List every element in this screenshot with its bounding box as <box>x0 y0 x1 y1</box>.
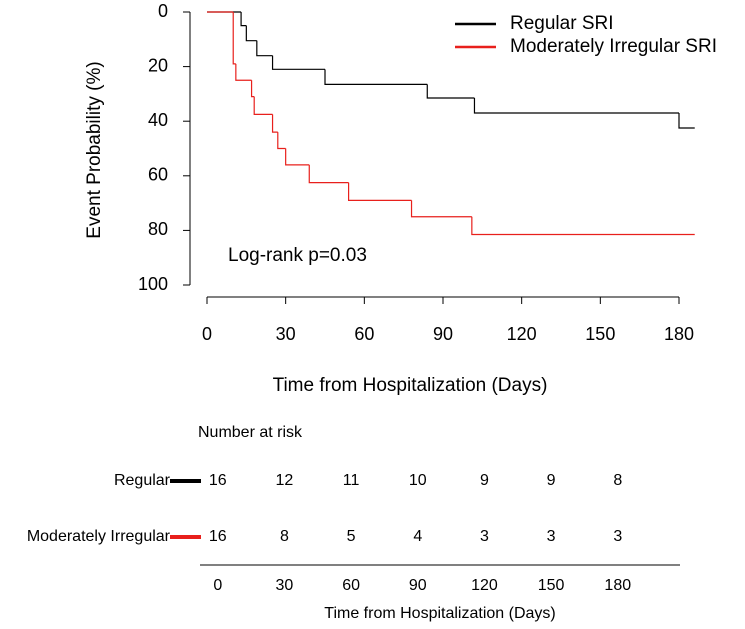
y-tick-label: 0 <box>158 1 168 21</box>
y-tick-label: 20 <box>148 55 168 75</box>
step-segment <box>348 182 412 201</box>
step-segment <box>232 12 236 65</box>
x-tick-label: 60 <box>354 324 374 344</box>
step-segment <box>277 132 286 150</box>
risk-count: 9 <box>547 472 556 489</box>
risk-count: 11 <box>343 472 360 489</box>
step-segment <box>245 25 257 42</box>
step-segment <box>324 69 428 85</box>
risk-count: 10 <box>409 472 427 489</box>
step-segment <box>678 113 695 129</box>
x-tick-label: 90 <box>433 324 453 344</box>
risk-count: 3 <box>480 528 489 545</box>
table-x-tick-label: 150 <box>538 577 565 594</box>
y-tick-label: 60 <box>148 165 168 185</box>
step-segment <box>235 63 252 81</box>
step-segment <box>473 97 679 114</box>
table-x-tick-label: 180 <box>604 577 631 594</box>
risk-count: 8 <box>280 528 289 545</box>
y-tick-label: 80 <box>148 219 168 239</box>
step-segment <box>471 216 695 236</box>
row-label: Moderately Irregular <box>27 528 171 545</box>
step-segment <box>426 84 475 99</box>
annotation: Log-rank p=0.03 <box>228 245 367 266</box>
risk-count: 3 <box>547 528 556 545</box>
x-tick-label: 120 <box>507 324 537 344</box>
step-segment <box>240 12 247 27</box>
table-x-tick-label: 120 <box>471 577 498 594</box>
x-axis-label: Time from Hospitalization (Days) <box>273 375 548 396</box>
legend-label: Moderately Irregular SRI <box>510 36 717 57</box>
step-segment <box>250 80 255 98</box>
step-segment <box>271 114 278 133</box>
y-tick-label: 40 <box>148 110 168 130</box>
table-title: Number at risk <box>198 424 303 441</box>
risk-count: 5 <box>347 528 356 545</box>
risk-count: 16 <box>209 472 227 489</box>
risk-count: 16 <box>209 528 227 545</box>
step-segment <box>308 164 349 184</box>
step-segment <box>271 55 325 70</box>
risk-count: 3 <box>613 528 622 545</box>
step-segment <box>253 96 273 115</box>
x-tick-label: 30 <box>276 324 296 344</box>
table-x-tick-label: 0 <box>213 577 222 594</box>
table-x-tick-label: 30 <box>276 577 294 594</box>
table-x-tick-label: 60 <box>342 577 360 594</box>
y-tick-label: 100 <box>138 274 168 294</box>
row-label: Regular <box>114 472 171 489</box>
x-tick-label: 180 <box>664 324 694 344</box>
risk-count: 9 <box>480 472 489 489</box>
x-tick-label: 0 <box>202 324 212 344</box>
risk-count: 4 <box>413 528 422 545</box>
step-segment <box>256 40 273 57</box>
step-segment <box>410 200 472 218</box>
step-segment <box>285 148 310 166</box>
x-tick-label: 150 <box>585 324 615 344</box>
legend-label: Regular SRI <box>510 13 614 34</box>
table-x-tick-label: 90 <box>409 577 427 594</box>
risk-count: 12 <box>276 472 294 489</box>
table-x-axis-label: Time from Hospitalization (Days) <box>324 605 555 622</box>
risk-count: 8 <box>613 472 622 489</box>
y-axis-label: Event Probability (%) <box>84 61 105 238</box>
